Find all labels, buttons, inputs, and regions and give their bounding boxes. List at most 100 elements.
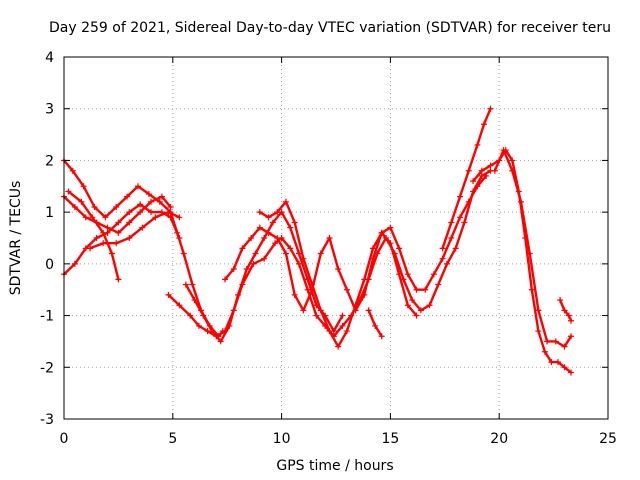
data-point xyxy=(313,312,320,319)
x-tick-label: 5 xyxy=(168,431,177,447)
x-tick-label: 10 xyxy=(273,431,291,447)
data-point xyxy=(435,281,442,288)
data-point xyxy=(189,281,196,288)
data-point xyxy=(343,328,350,335)
data-point xyxy=(269,219,276,226)
data-point xyxy=(134,183,141,190)
data-point xyxy=(452,245,459,252)
data-point xyxy=(561,343,568,350)
x-axis-label: GPS time / hours xyxy=(276,458,393,474)
data-point xyxy=(145,191,152,198)
data-point xyxy=(417,307,424,314)
data-point xyxy=(317,307,324,314)
data-point xyxy=(165,291,172,298)
data-point xyxy=(235,291,242,298)
data-point xyxy=(91,203,98,210)
data-point xyxy=(439,255,446,262)
data-point xyxy=(282,250,289,257)
data-point xyxy=(274,235,281,241)
data-point xyxy=(208,328,215,335)
data-point xyxy=(491,167,498,174)
data-point xyxy=(461,219,468,226)
x-tick-label: 15 xyxy=(381,431,399,447)
data-point xyxy=(528,286,535,293)
data-point xyxy=(137,209,144,216)
data-point xyxy=(535,328,542,335)
data-point xyxy=(176,302,183,309)
data-point xyxy=(115,276,122,283)
y-tick-label: -1 xyxy=(40,309,54,325)
data-point xyxy=(361,291,368,298)
data-point xyxy=(465,167,472,174)
data-point xyxy=(261,235,268,241)
data-point xyxy=(326,328,333,335)
data-point xyxy=(561,364,568,371)
data-point xyxy=(509,167,516,174)
data-point xyxy=(372,322,379,329)
data-point xyxy=(137,201,144,208)
y-tick-label: 2 xyxy=(45,153,54,169)
data-point xyxy=(474,183,481,190)
data-point xyxy=(443,260,450,267)
data-point xyxy=(300,307,307,314)
data-point xyxy=(517,198,524,205)
data-point xyxy=(287,245,294,252)
plot-frame xyxy=(63,56,609,420)
data-point xyxy=(126,235,133,241)
data-point xyxy=(404,271,411,278)
data-point xyxy=(352,302,359,309)
data-point xyxy=(180,250,187,257)
data-point xyxy=(191,297,198,304)
data-point xyxy=(378,333,385,340)
data-point xyxy=(396,245,403,252)
data-point xyxy=(343,286,350,293)
series-trace-4-line xyxy=(67,190,120,281)
data-point xyxy=(252,250,259,257)
data-point xyxy=(457,214,464,221)
data-point xyxy=(291,219,298,226)
data-point xyxy=(287,224,294,231)
y-tick-label: 0 xyxy=(45,257,54,273)
data-point xyxy=(102,214,109,221)
data-point xyxy=(65,188,72,195)
data-point xyxy=(222,276,229,283)
data-point xyxy=(369,245,376,252)
data-point xyxy=(335,343,342,350)
data-point xyxy=(124,193,131,200)
data-point xyxy=(413,312,420,319)
x-tick-label: 25 xyxy=(599,431,617,447)
data-point xyxy=(71,203,78,210)
data-point xyxy=(552,338,559,345)
data-point xyxy=(361,276,368,283)
chart-title: Day 259 of 2021, Sidereal Day-to-day VTE… xyxy=(49,20,611,36)
data-point xyxy=(568,369,575,376)
data-point xyxy=(535,307,542,314)
data-point xyxy=(339,312,346,319)
data-point xyxy=(291,291,298,298)
data-point xyxy=(256,209,263,216)
y-tick-label: 4 xyxy=(45,50,54,66)
data-point xyxy=(100,229,107,236)
y-axis-label: SDTVAR / TECUs xyxy=(8,181,24,296)
data-point xyxy=(69,167,76,174)
plot-series xyxy=(61,105,575,376)
data-point xyxy=(115,219,122,226)
data-point xyxy=(256,224,263,231)
y-tick-label: 3 xyxy=(45,102,54,118)
data-point xyxy=(378,229,385,236)
series-trace-8-line xyxy=(223,174,488,312)
data-point xyxy=(167,203,174,210)
x-tick-label: 0 xyxy=(60,431,69,447)
data-point xyxy=(413,286,420,293)
data-point xyxy=(426,302,433,309)
data-point xyxy=(548,359,555,366)
data-point xyxy=(93,235,100,241)
data-point xyxy=(557,297,564,304)
data-point xyxy=(78,198,85,205)
data-point xyxy=(148,209,155,216)
data-point xyxy=(296,260,303,267)
data-point xyxy=(265,229,272,236)
data-point xyxy=(541,348,548,355)
series-trace-14-line xyxy=(558,298,573,322)
data-point xyxy=(568,317,575,324)
